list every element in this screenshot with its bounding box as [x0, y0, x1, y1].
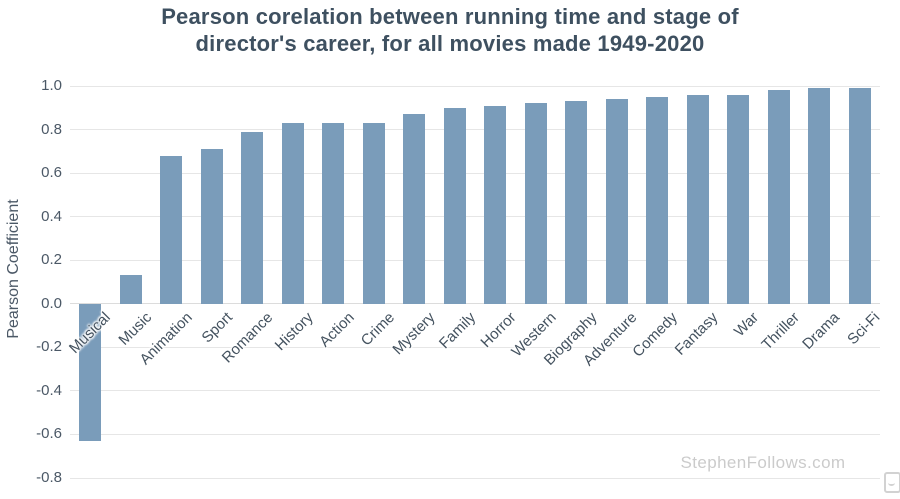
- gridline: [70, 346, 880, 348]
- chart-title-line1: Pearson corelation between running time …: [161, 4, 739, 29]
- bar-action[interactable]: [322, 123, 345, 304]
- bar-fantasy[interactable]: [686, 94, 709, 304]
- bar-crime[interactable]: [362, 123, 385, 304]
- bar-thriller[interactable]: [767, 90, 790, 304]
- bar-biography[interactable]: [565, 101, 588, 304]
- x-tick-label: Mystery: [389, 308, 439, 358]
- y-tick-label: 0.0: [41, 294, 62, 312]
- amcharts-logo-wave: [888, 480, 895, 486]
- bar-war[interactable]: [727, 94, 750, 304]
- amcharts-logo-icon[interactable]: [884, 472, 900, 493]
- gridline: [70, 259, 880, 261]
- gridline: [70, 172, 880, 174]
- bar-mystery[interactable]: [403, 114, 426, 304]
- bar-romance[interactable]: [241, 131, 264, 304]
- bar-drama[interactable]: [808, 88, 831, 304]
- x-tick-label: War: [731, 308, 763, 340]
- bar-western[interactable]: [524, 103, 547, 304]
- bar-comedy[interactable]: [646, 96, 669, 304]
- bar-horror[interactable]: [484, 105, 507, 304]
- y-tick-label: -0.2: [36, 338, 62, 356]
- gridline: [70, 129, 880, 131]
- x-tick-label: Comedy: [629, 308, 682, 361]
- gridline: [70, 303, 880, 305]
- y-tick-label: 0.8: [41, 120, 62, 138]
- bar-sci-fi[interactable]: [848, 88, 871, 304]
- bar-animation[interactable]: [160, 155, 183, 304]
- y-tick-label: 1.0: [41, 77, 62, 94]
- y-tick-label: -0.6: [36, 425, 62, 443]
- bar-adventure[interactable]: [605, 99, 628, 304]
- x-tick-label: Family: [435, 308, 479, 353]
- bar-music[interactable]: [119, 275, 142, 304]
- y-tick-label: -0.4: [36, 381, 62, 399]
- gridline: [70, 477, 880, 479]
- y-tick-label: -0.8: [36, 469, 62, 486]
- x-tick-label: Fantasy: [672, 308, 722, 359]
- bar-history[interactable]: [281, 123, 304, 304]
- bar-family[interactable]: [443, 107, 466, 304]
- plot-area: Musical Music Animation Sport Romance History…: [66, 85, 884, 479]
- y-tick-label: 0.2: [41, 251, 62, 269]
- gridline: [70, 216, 880, 218]
- x-tick-label: Action: [315, 308, 358, 351]
- watermark: StephenFollows.com: [680, 453, 846, 472]
- gridline: [70, 85, 880, 87]
- y-tick-label: 0.6: [41, 164, 62, 182]
- chart-title-line2: director's career, for all movies made 1…: [195, 31, 705, 56]
- gridline: [70, 390, 880, 392]
- bar-sport[interactable]: [200, 149, 223, 304]
- y-tick-label: 0.4: [41, 207, 62, 225]
- gridline: [70, 433, 880, 435]
- x-tick-label: Sci-Fi: [844, 308, 884, 348]
- bar-musical[interactable]: [79, 303, 102, 441]
- x-tick-label: Sport: [198, 308, 236, 347]
- chart-title: Pearson corelation between running time …: [0, 3, 900, 57]
